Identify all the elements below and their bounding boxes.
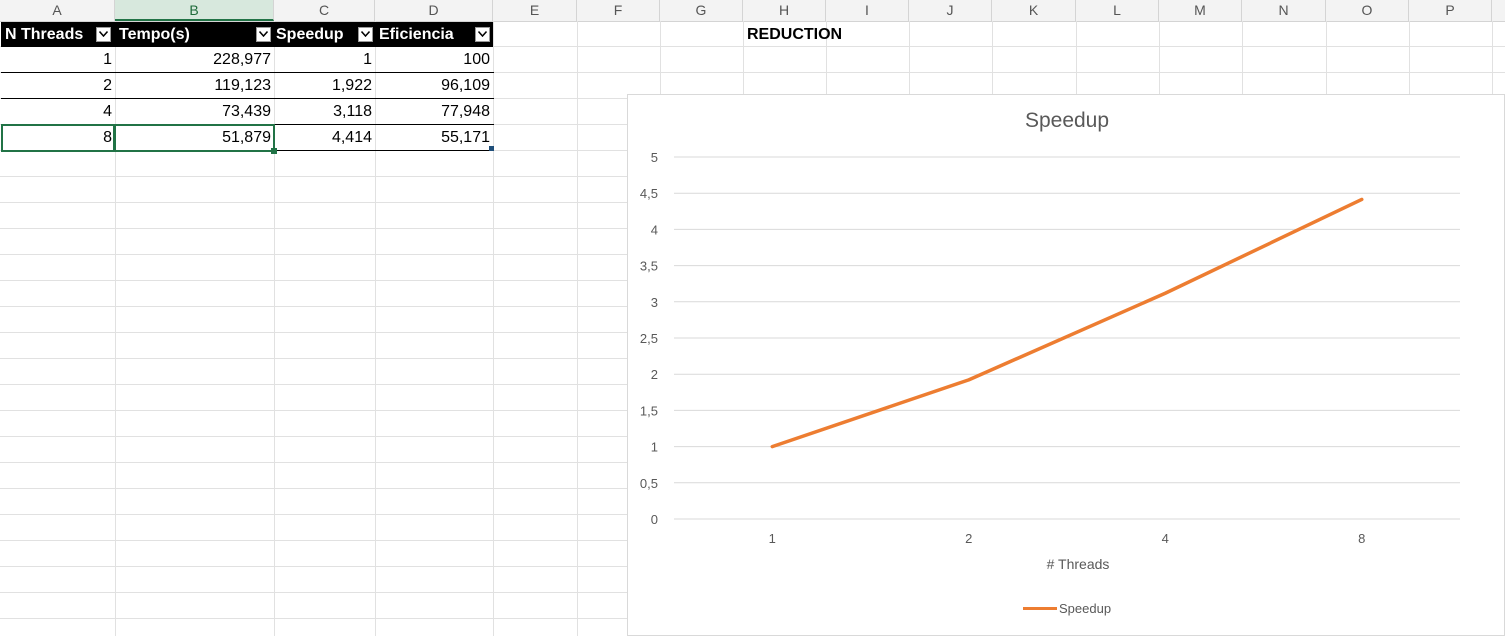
column-header-e[interactable]: E [493, 0, 577, 21]
filter-dropdown-icon[interactable] [475, 27, 490, 42]
column-header-m[interactable]: M [1159, 0, 1242, 21]
column-header-g[interactable]: G [660, 0, 743, 21]
table-cell[interactable]: 3,118 [274, 99, 375, 124]
fill-handle[interactable] [271, 148, 277, 154]
column-header-a[interactable]: A [0, 0, 115, 21]
table-cell[interactable]: 96,109 [375, 73, 493, 98]
table-cell[interactable]: 4 [1, 99, 115, 124]
y-tick-label: 0,5 [640, 476, 658, 491]
table-cell[interactable]: 73,439 [115, 99, 274, 124]
header-cell-n-threads[interactable]: N Threads [1, 22, 115, 47]
y-tick-label: 4,5 [640, 186, 658, 201]
column-header-j[interactable]: J [909, 0, 992, 21]
x-tick-label: 1 [769, 531, 776, 546]
active-cell-selection[interactable] [114, 124, 275, 152]
column-header-i[interactable]: I [826, 0, 909, 21]
column-header-row: A B C D E F G H I J K L M N O P [0, 0, 1505, 22]
y-tick-label: 3,5 [640, 259, 658, 274]
table-resize-handle[interactable] [489, 146, 494, 151]
table-cell[interactable]: 77,948 [375, 99, 493, 124]
header-label: N Threads [5, 26, 83, 43]
column-header-l[interactable]: L [1076, 0, 1159, 21]
filter-dropdown-icon[interactable] [256, 27, 271, 42]
header-label: Eficiencia [379, 26, 454, 43]
y-tick-label: 5 [651, 150, 658, 165]
filter-dropdown-icon[interactable] [358, 27, 373, 42]
y-tick-label: 1 [651, 440, 658, 455]
header-cell-speedup[interactable]: Speedup [274, 22, 375, 47]
table-cell[interactable]: 4,414 [274, 125, 375, 150]
x-axis-title[interactable]: # Threads [978, 556, 1178, 572]
x-tick-label: 4 [1162, 531, 1169, 546]
column-header-o[interactable]: O [1326, 0, 1409, 21]
header-cell-eficiencia[interactable]: Eficiencia [375, 22, 493, 47]
table-cell[interactable]: 1,922 [274, 73, 375, 98]
column-header-c[interactable]: C [274, 0, 375, 21]
legend-series-line [1023, 607, 1057, 610]
y-tick-label: 1,5 [640, 403, 658, 418]
speedup-chart[interactable]: Speedup 0 0,5 1 1,5 2 2,5 3 3,5 4 4,5 5 1 2 4 8 # Thre… [627, 94, 1505, 636]
y-tick-label: 3 [651, 295, 658, 310]
table-cell[interactable]: 228,977 [115, 47, 274, 72]
column-header-b[interactable]: B [115, 0, 274, 21]
header-label: Speedup [276, 26, 344, 43]
x-tick-label: 8 [1358, 531, 1365, 546]
column-header-h[interactable]: H [743, 0, 826, 21]
table-cell[interactable]: 100 [375, 47, 493, 72]
column-header-d[interactable]: D [375, 0, 493, 21]
grid-line [577, 21, 578, 636]
legend-series-label: Speedup [1059, 601, 1111, 616]
y-tick-label: 0 [651, 512, 658, 527]
x-tick-label: 2 [965, 531, 972, 546]
column-header-n[interactable]: N [1242, 0, 1326, 21]
filter-dropdown-icon[interactable] [96, 27, 111, 42]
header-cell-tempo[interactable]: Tempo(s) [115, 22, 274, 47]
y-tick-label: 2 [651, 367, 658, 382]
cell-selection [1, 124, 115, 152]
grid-line [493, 21, 494, 636]
series-line-speedup [772, 199, 1362, 446]
column-header-f[interactable]: F [577, 0, 660, 21]
y-tick-label: 4 [651, 222, 658, 237]
table-cell[interactable]: 2 [1, 73, 115, 98]
table-cell[interactable]: 55,171 [375, 125, 493, 150]
table-cell[interactable]: 1 [1, 47, 115, 72]
y-tick-label: 2,5 [640, 331, 658, 346]
column-header-k[interactable]: K [992, 0, 1076, 21]
sheet-title[interactable]: REDUCTION [747, 22, 842, 47]
header-label: Tempo(s) [119, 26, 190, 43]
chart-legend[interactable]: Speedup [1023, 599, 1111, 617]
table-cell[interactable]: 1 [274, 47, 375, 72]
column-header-p[interactable]: P [1409, 0, 1492, 21]
table-cell[interactable]: 119,123 [115, 73, 274, 98]
